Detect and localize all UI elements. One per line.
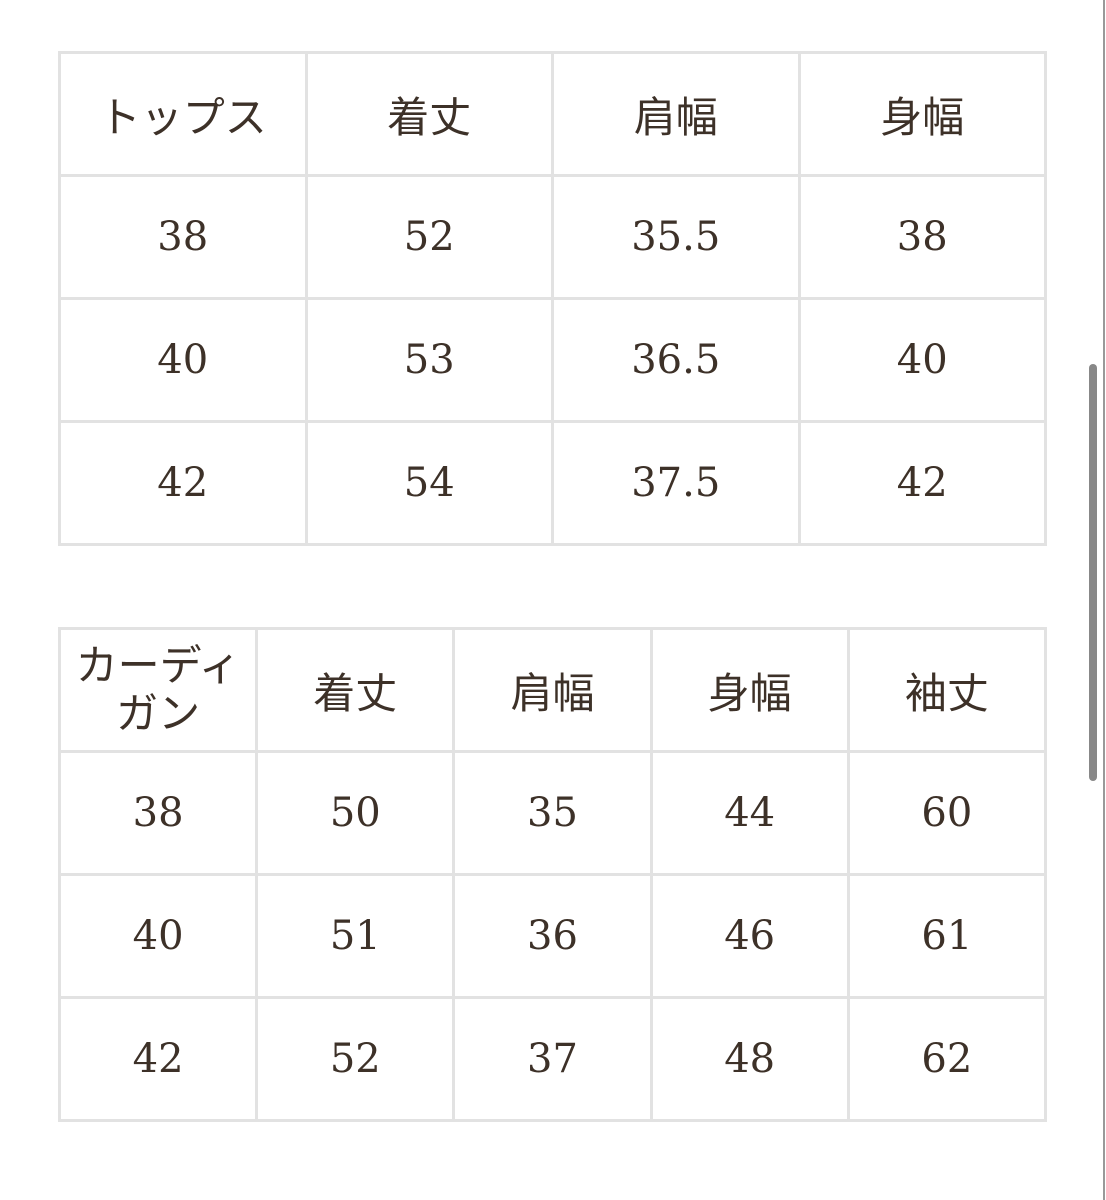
vertical-scrollbar[interactable]	[1089, 364, 1097, 781]
header-cell: 身幅	[649, 627, 850, 753]
cell: 50	[255, 750, 456, 876]
cell: 40	[57, 873, 259, 999]
cell: 37.5	[551, 420, 801, 546]
table-row: 40 53 36.5 40	[58, 297, 1047, 423]
header-cell: 着丈	[255, 627, 456, 753]
cell: 42	[797, 420, 1047, 546]
table-row: 38 50 35 44 60	[57, 750, 1048, 876]
cell: 37	[452, 996, 653, 1122]
cell: 40	[797, 297, 1047, 423]
cell: 35.5	[551, 174, 801, 300]
table-row: 40 51 36 46 61	[57, 873, 1048, 999]
cell: 40	[58, 297, 308, 423]
cell: 52	[255, 996, 456, 1122]
table-header-row: トップス 着丈 肩幅 身幅	[58, 51, 1047, 177]
cell: 44	[649, 750, 850, 876]
tops-size-table: トップス 着丈 肩幅 身幅 38 52 35.5 38 40 53 36.5 4…	[58, 51, 1047, 546]
cell: 36	[452, 873, 653, 999]
cell: 60	[846, 750, 1048, 876]
cell: 54	[304, 420, 554, 546]
table-row: 38 52 35.5 38	[58, 174, 1047, 300]
cell: 38	[797, 174, 1047, 300]
cell: 36.5	[551, 297, 801, 423]
header-cell: 袖丈	[846, 627, 1048, 753]
header-cell: 着丈	[304, 51, 554, 177]
cell: 35	[452, 750, 653, 876]
cell: 52	[304, 174, 554, 300]
cell: 61	[846, 873, 1048, 999]
cell: 48	[649, 996, 850, 1122]
cell: 53	[304, 297, 554, 423]
window-edge	[1103, 0, 1105, 1200]
cell: 51	[255, 873, 456, 999]
table-row: 42 54 37.5 42	[58, 420, 1047, 546]
cell: 38	[58, 174, 308, 300]
cell: 62	[846, 996, 1048, 1122]
cell: 42	[57, 996, 259, 1122]
cell: 46	[649, 873, 850, 999]
header-cell: 身幅	[797, 51, 1047, 177]
cell: 42	[58, 420, 308, 546]
table-row: 42 52 37 48 62	[57, 996, 1048, 1122]
cardigan-size-table: カーディガン 着丈 肩幅 身幅 袖丈 38 50 35 44 60 40 51 …	[57, 627, 1048, 1122]
header-cell: 肩幅	[452, 627, 653, 753]
header-cell: 肩幅	[551, 51, 801, 177]
cell: 38	[57, 750, 259, 876]
header-cell: カーディガン	[57, 627, 259, 753]
table-header-row: カーディガン 着丈 肩幅 身幅 袖丈	[57, 627, 1048, 753]
header-cell: トップス	[58, 51, 308, 177]
